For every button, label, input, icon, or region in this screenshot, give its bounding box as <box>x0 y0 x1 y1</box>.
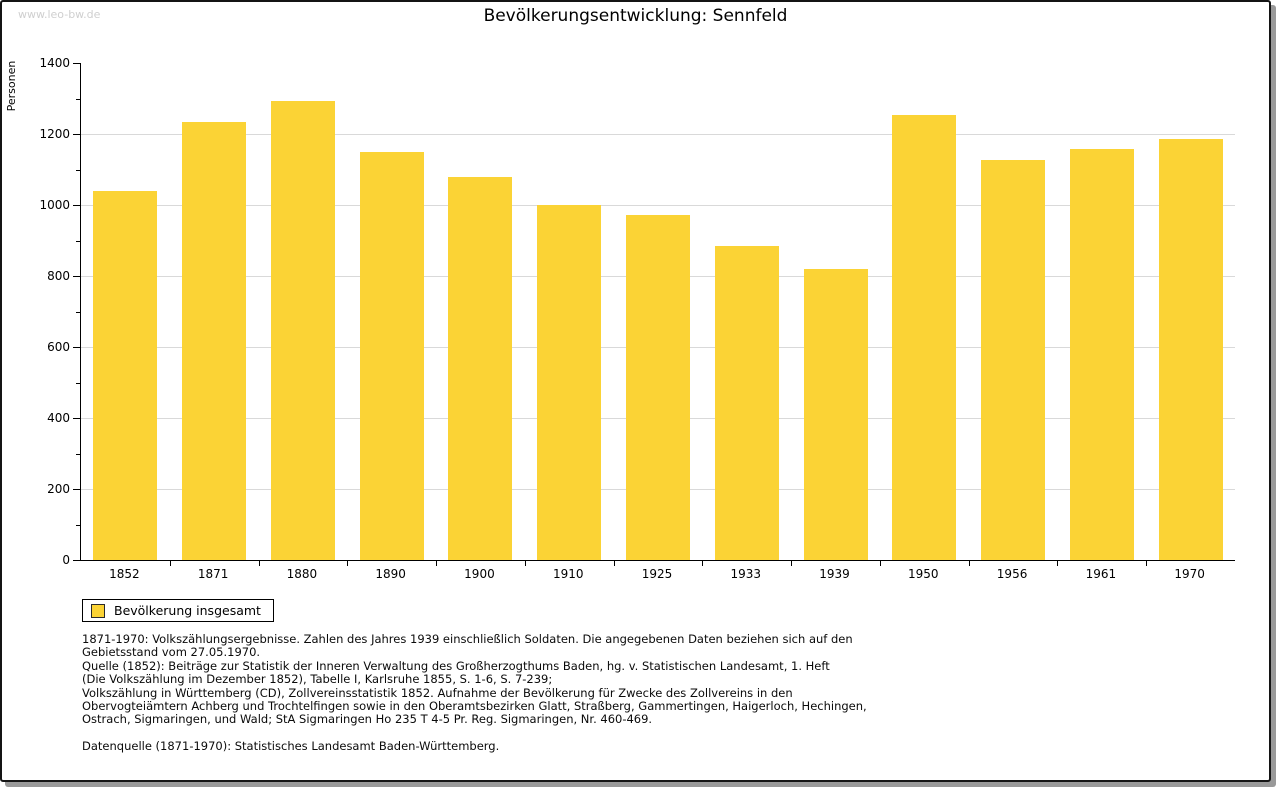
footnote-line-4: (Die Volkszählung im Dezember 1852), Tab… <box>82 672 553 687</box>
y-tick-1000 <box>73 205 80 206</box>
y-tick-label-1000: 1000 <box>39 198 70 212</box>
bar-1939 <box>803 268 868 560</box>
x-tick-label-1939: 1939 <box>819 567 850 581</box>
legend-label: Bevölkerung insgesamt <box>114 603 261 618</box>
gridline-1200 <box>81 134 1235 135</box>
x-tick-3 <box>347 560 349 566</box>
y-tick-1400 <box>73 63 80 64</box>
footnote-line-6: Obervogteiämtern Achberg und Trochtelfin… <box>82 699 867 714</box>
y-tick-600 <box>73 347 80 348</box>
bar-1852 <box>93 190 158 560</box>
x-tick-label-1933: 1933 <box>730 567 762 581</box>
x-tick-7 <box>702 560 704 566</box>
bar-1961 <box>1069 149 1134 560</box>
y-tick-0 <box>73 560 80 561</box>
x-tick-6 <box>613 560 615 566</box>
gridline-1000 <box>81 205 1235 206</box>
x-tick-12 <box>1146 560 1148 566</box>
bar-1956 <box>981 160 1046 560</box>
x-tick-label-1956: 1956 <box>996 567 1028 581</box>
x-tick-2 <box>258 560 260 566</box>
legend: Bevölkerung insgesamt <box>82 599 274 622</box>
y-minor-tick-100 <box>76 524 80 526</box>
footnote-line-1: 1871-1970: Volkszählungsergebnisse. Zahl… <box>82 632 853 646</box>
y-tick-label-400: 400 <box>47 411 70 425</box>
x-tick-11 <box>1057 560 1059 566</box>
plot-area <box>80 63 1235 566</box>
bar-1900 <box>448 176 513 560</box>
data-source-note: Datenquelle (1871-1970): Statistisches L… <box>82 739 500 753</box>
x-tick-label-1950: 1950 <box>908 567 939 581</box>
bar-1871 <box>182 122 247 560</box>
y-tick-800 <box>73 276 80 277</box>
footnote-line-5: Volkszählung in Württemberg (CD), Zollve… <box>82 685 793 700</box>
footnote-line-7: Ostrach, Sigmaringen, und Wald; StA Sigm… <box>82 712 653 727</box>
y-minor-tick-700 <box>76 311 80 313</box>
x-tick-1 <box>169 560 171 566</box>
y-tick-400 <box>73 418 80 419</box>
x-tick-label-1852: 1852 <box>109 567 140 581</box>
x-tick-label-1880: 1880 <box>286 567 318 581</box>
x-tick-label-1871: 1871 <box>197 567 229 581</box>
bar-1910 <box>537 205 602 560</box>
x-tick-9 <box>879 560 881 566</box>
x-tick-4 <box>436 560 438 566</box>
x-tick-8 <box>791 560 793 566</box>
y-tick-label-0: 0 <box>62 553 70 567</box>
chart-title: Bevölkerungsentwicklung: Sennfeld <box>483 6 788 26</box>
x-tick-label-1910: 1910 <box>552 567 584 581</box>
bar-1970 <box>1158 138 1223 560</box>
y-tick-label-1400: 1400 <box>39 56 70 70</box>
y-tick-label-800: 800 <box>47 269 70 283</box>
x-tick-label-1900: 1900 <box>464 567 495 581</box>
y-minor-tick-900 <box>76 240 80 242</box>
footnote-line-2: Gebietsstand vom 27.05.1970. <box>82 645 261 660</box>
footnotes: 1871-1970: Volkszählungsergebnisse. Zahl… <box>82 632 867 727</box>
y-minor-tick-500 <box>76 382 80 384</box>
y-tick-label-200: 200 <box>47 482 70 496</box>
x-tick-label-1970: 1970 <box>1174 567 1205 581</box>
y-minor-tick-300 <box>76 453 80 455</box>
y-axis-title: Personen <box>5 60 18 112</box>
bar-1880 <box>270 101 335 560</box>
y-tick-200 <box>73 489 80 490</box>
x-tick-5 <box>524 560 526 566</box>
y-tick-label-600: 600 <box>47 340 70 354</box>
x-tick-label-1925: 1925 <box>641 567 673 581</box>
watermark: www.leo-bw.de <box>18 8 101 21</box>
y-minor-tick-1300 <box>76 98 80 100</box>
x-tick-label-1961: 1961 <box>1085 567 1117 581</box>
legend-color-swatch <box>91 603 105 618</box>
x-tick-label-1890: 1890 <box>375 567 406 581</box>
footnote-line-3: Quelle (1852): Beiträge zur Statistik de… <box>82 658 830 673</box>
bar-1933 <box>714 245 779 560</box>
y-tick-label-1200: 1200 <box>39 127 70 141</box>
x-tick-10 <box>968 560 970 566</box>
y-minor-tick-1100 <box>76 169 80 171</box>
bar-1925 <box>626 214 690 560</box>
bar-1890 <box>359 151 424 560</box>
bar-1950 <box>892 115 957 560</box>
y-tick-1200 <box>73 134 80 135</box>
